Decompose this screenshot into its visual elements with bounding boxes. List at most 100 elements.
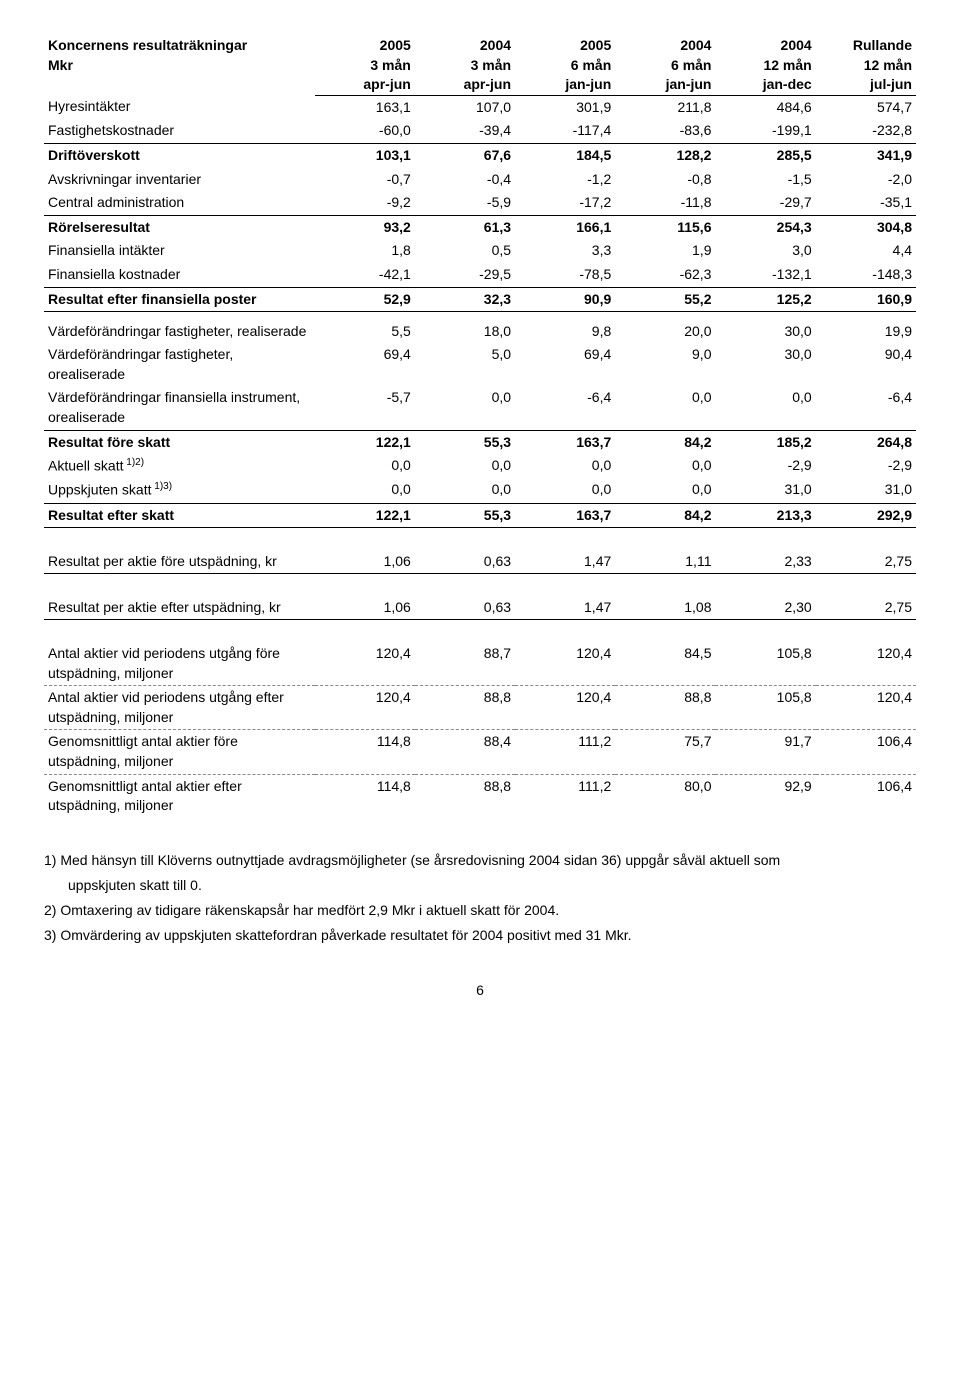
income-table: Koncernens resultaträkningar Mkr 2005 20… bbox=[44, 36, 916, 818]
cell-value: 111,2 bbox=[515, 730, 615, 774]
cell-value: 115,6 bbox=[615, 215, 715, 239]
table-row: Finansiella kostnader-42,1-29,5-78,5-62,… bbox=[44, 263, 916, 287]
cell-value: 0,0 bbox=[715, 386, 815, 430]
cell-value: 114,8 bbox=[315, 730, 415, 774]
cell-value: -2,9 bbox=[816, 454, 916, 478]
cell-value: 84,2 bbox=[615, 430, 715, 454]
cell-value: 2,33 bbox=[715, 550, 815, 574]
cell-value: -6,4 bbox=[816, 386, 916, 430]
cell-value: 90,9 bbox=[515, 287, 615, 312]
row-label: Rörelseresultat bbox=[44, 215, 315, 239]
cell-value: 0,5 bbox=[415, 239, 515, 263]
cell-value: 88,8 bbox=[415, 774, 515, 818]
cell-value: 120,4 bbox=[816, 686, 916, 730]
cell-value: 2,30 bbox=[715, 596, 815, 620]
cell-value: 1,06 bbox=[315, 596, 415, 620]
cell-value: -62,3 bbox=[615, 263, 715, 287]
cell-value: 5,0 bbox=[415, 343, 515, 386]
table-row: Antal aktier vid periodens utgång före u… bbox=[44, 642, 916, 686]
cell-value: 0,63 bbox=[415, 596, 515, 620]
cell-value: 114,8 bbox=[315, 774, 415, 818]
cell-value: 30,0 bbox=[715, 343, 815, 386]
cell-value: 88,4 bbox=[415, 730, 515, 774]
cell-value: 106,4 bbox=[816, 774, 916, 818]
row-label: Finansiella kostnader bbox=[44, 263, 315, 287]
cell-value: 2,75 bbox=[816, 596, 916, 620]
cell-value: 1,9 bbox=[615, 239, 715, 263]
cell-value: 69,4 bbox=[515, 343, 615, 386]
cell-value: 80,0 bbox=[615, 774, 715, 818]
cell-value: -42,1 bbox=[315, 263, 415, 287]
cell-value: 90,4 bbox=[816, 343, 916, 386]
cell-value: 0,0 bbox=[415, 478, 515, 503]
cell-value: 0,0 bbox=[515, 454, 615, 478]
row-label: Resultat per aktie före utspädning, kr bbox=[44, 550, 315, 574]
col-header: 2004 bbox=[415, 36, 515, 56]
cell-value: 31,0 bbox=[816, 478, 916, 503]
row-label: Genomsnittligt antal aktier före utspädn… bbox=[44, 730, 315, 774]
table-row: Resultat före skatt122,155,3163,784,2185… bbox=[44, 430, 916, 454]
row-label: Aktuell skatt 1)2) bbox=[44, 454, 315, 478]
footnote: 1) Med hänsyn till Klöverns outnyttjade … bbox=[44, 850, 916, 871]
row-label: Antal aktier vid periodens utgång före u… bbox=[44, 642, 315, 686]
cell-value: 30,0 bbox=[715, 320, 815, 344]
col-header: 2005 bbox=[315, 36, 415, 56]
cell-value: 484,6 bbox=[715, 95, 815, 119]
cell-value: -132,1 bbox=[715, 263, 815, 287]
cell-value: 301,9 bbox=[515, 95, 615, 119]
row-label: Resultat efter skatt bbox=[44, 503, 315, 528]
col-header: 2004 bbox=[715, 36, 815, 56]
cell-value: 3,0 bbox=[715, 239, 815, 263]
cell-value: 32,3 bbox=[415, 287, 515, 312]
col-header: 12 mån bbox=[816, 56, 916, 76]
col-header: 3 mån bbox=[415, 56, 515, 76]
table-row: Resultat efter finansiella poster52,932,… bbox=[44, 287, 916, 312]
cell-value: 122,1 bbox=[315, 430, 415, 454]
cell-value: 19,9 bbox=[816, 320, 916, 344]
cell-value: -17,2 bbox=[515, 191, 615, 215]
col-header: apr-jun bbox=[415, 75, 515, 95]
footnotes: 1) Med hänsyn till Klöverns outnyttjade … bbox=[44, 850, 916, 946]
cell-value: 52,9 bbox=[315, 287, 415, 312]
cell-value: 31,0 bbox=[715, 478, 815, 503]
cell-value: 125,2 bbox=[715, 287, 815, 312]
cell-value: -199,1 bbox=[715, 119, 815, 143]
cell-value: 285,5 bbox=[715, 143, 815, 167]
cell-value: 55,2 bbox=[615, 287, 715, 312]
col-header: 3 mån bbox=[315, 56, 415, 76]
cell-value: 1,47 bbox=[515, 550, 615, 574]
cell-value: -9,2 bbox=[315, 191, 415, 215]
cell-value: 122,1 bbox=[315, 503, 415, 528]
cell-value: -35,1 bbox=[816, 191, 916, 215]
col-header: Rullande bbox=[816, 36, 916, 56]
col-header: 2005 bbox=[515, 36, 615, 56]
cell-value: 166,1 bbox=[515, 215, 615, 239]
cell-value: 75,7 bbox=[615, 730, 715, 774]
cell-value: -60,0 bbox=[315, 119, 415, 143]
table-row: Värdeförändringar fastigheter, realisera… bbox=[44, 320, 916, 344]
cell-value: 0,0 bbox=[415, 454, 515, 478]
table-row: Genomsnittligt antal aktier efter utspäd… bbox=[44, 774, 916, 818]
table-row: Resultat per aktie före utspädning, kr 1,… bbox=[44, 550, 916, 574]
table-row: Aktuell skatt 1)2)0,00,00,00,0-2,9-2,9 bbox=[44, 454, 916, 478]
cell-value: 163,7 bbox=[515, 430, 615, 454]
row-label: Driftöverskott bbox=[44, 143, 315, 167]
cell-value: 0,63 bbox=[415, 550, 515, 574]
cell-value: -2,9 bbox=[715, 454, 815, 478]
table-row: Avskrivningar inventarier-0,7-0,4-1,2-0,… bbox=[44, 168, 916, 192]
row-label: Genomsnittligt antal aktier efter utspäd… bbox=[44, 774, 315, 818]
cell-value: 0,0 bbox=[615, 386, 715, 430]
table-title: Koncernens resultaträkningar Mkr bbox=[44, 36, 315, 95]
cell-value: 0,0 bbox=[515, 478, 615, 503]
cell-value: 105,8 bbox=[715, 686, 815, 730]
cell-value: 1,8 bbox=[315, 239, 415, 263]
table-row: Värdeförändringar fastigheter, orealiser… bbox=[44, 343, 916, 386]
cell-value: -0,8 bbox=[615, 168, 715, 192]
cell-value: 106,4 bbox=[816, 730, 916, 774]
cell-value: 55,3 bbox=[415, 503, 515, 528]
table-row: Rörelseresultat93,261,3166,1115,6254,330… bbox=[44, 215, 916, 239]
row-label: Uppskjuten skatt 1)3) bbox=[44, 478, 315, 503]
cell-value: 3,3 bbox=[515, 239, 615, 263]
cell-value: 1,11 bbox=[615, 550, 715, 574]
col-header: 6 mån bbox=[515, 56, 615, 76]
